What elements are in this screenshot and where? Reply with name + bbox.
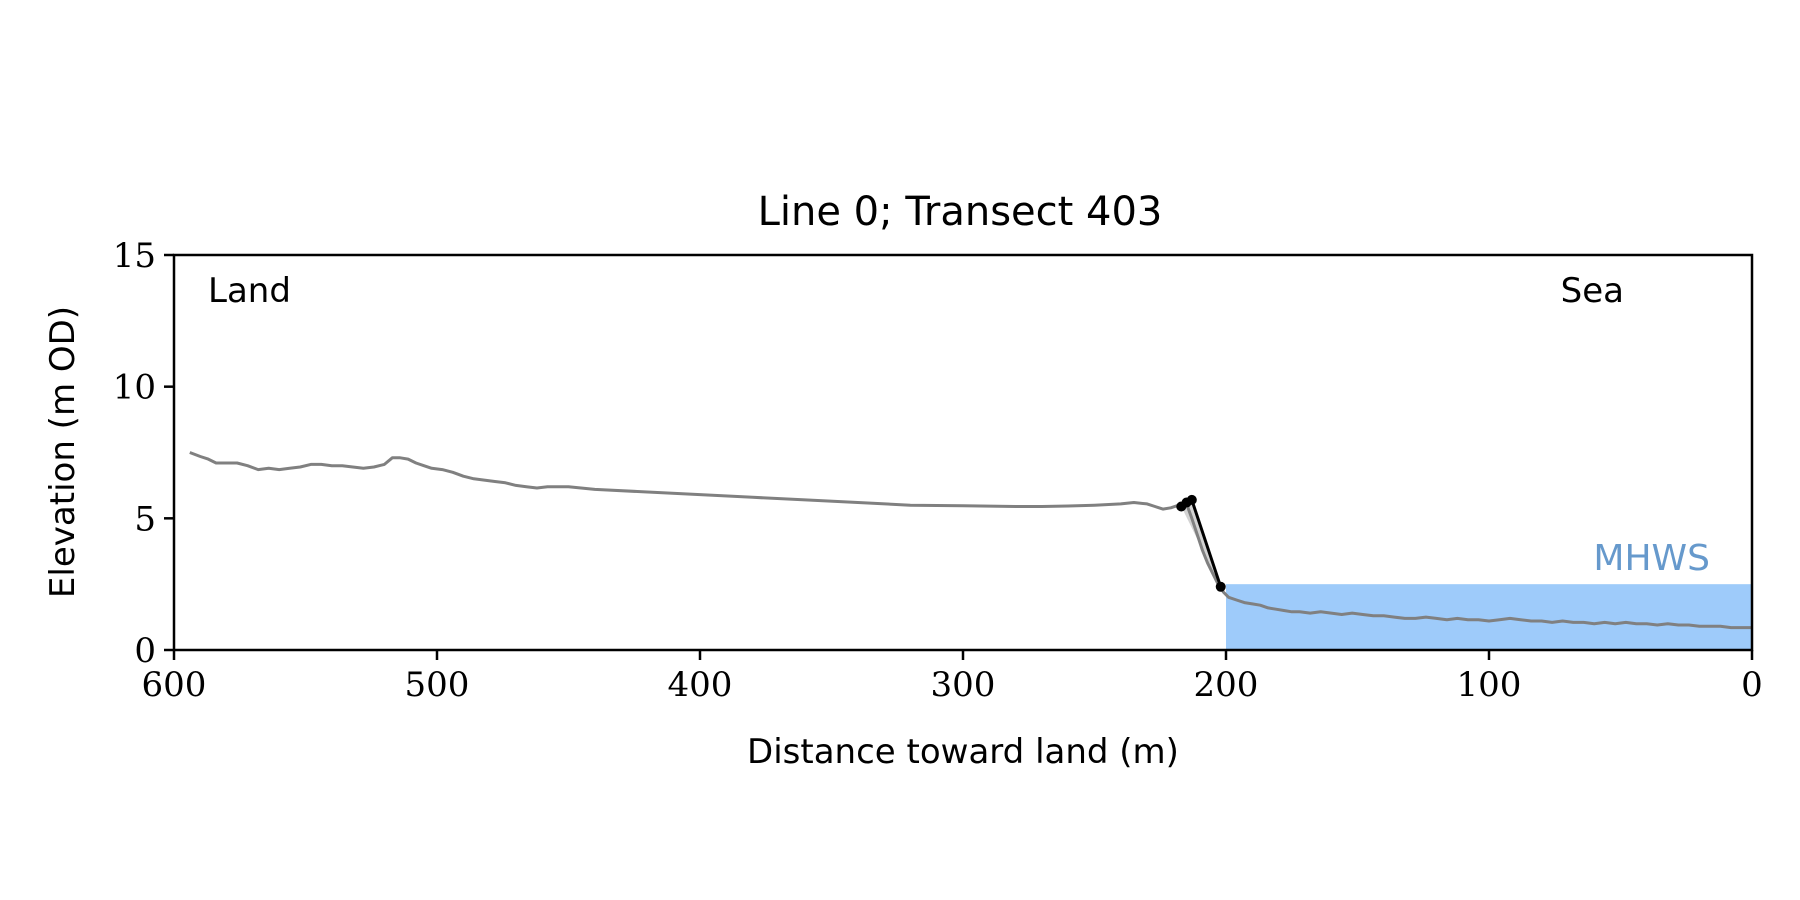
mhws-water-band — [1226, 584, 1752, 650]
chart-title: Line 0; Transect 403 — [758, 189, 1163, 235]
x-tick-label-600: 600 — [142, 665, 207, 705]
profile-line — [189, 451, 1752, 630]
x-tick-label-200: 200 — [1194, 665, 1259, 705]
y-tick-label-5: 5 — [134, 499, 156, 539]
sea-label: Sea — [1561, 271, 1624, 311]
cliff-points — [1176, 494, 1226, 592]
cliff-point-2 — [1186, 494, 1197, 505]
land-label: Land — [208, 271, 291, 311]
x-tick-label-0: 0 — [1741, 665, 1763, 705]
y-tick-label-15: 15 — [113, 236, 156, 276]
mhws-label: MHWS — [1593, 538, 1710, 579]
cliff-point-3 — [1215, 581, 1226, 592]
y-axis-label: Elevation (m OD) — [43, 306, 83, 598]
y-tick-label-10: 10 — [113, 368, 156, 408]
x-tick-label-100: 100 — [1457, 665, 1522, 705]
y-tick-label-0: 0 — [134, 631, 156, 671]
x-axis-ticks: 600 500 400 300 200 100 0 — [142, 650, 1763, 705]
x-tick-label-500: 500 — [405, 665, 470, 705]
x-axis-label: Distance toward land (m) — [747, 732, 1179, 772]
y-axis-ticks: 0 5 10 15 — [113, 236, 174, 671]
plot-area — [189, 451, 1752, 650]
x-tick-label-400: 400 — [668, 665, 733, 705]
x-tick-label-300: 300 — [931, 665, 996, 705]
